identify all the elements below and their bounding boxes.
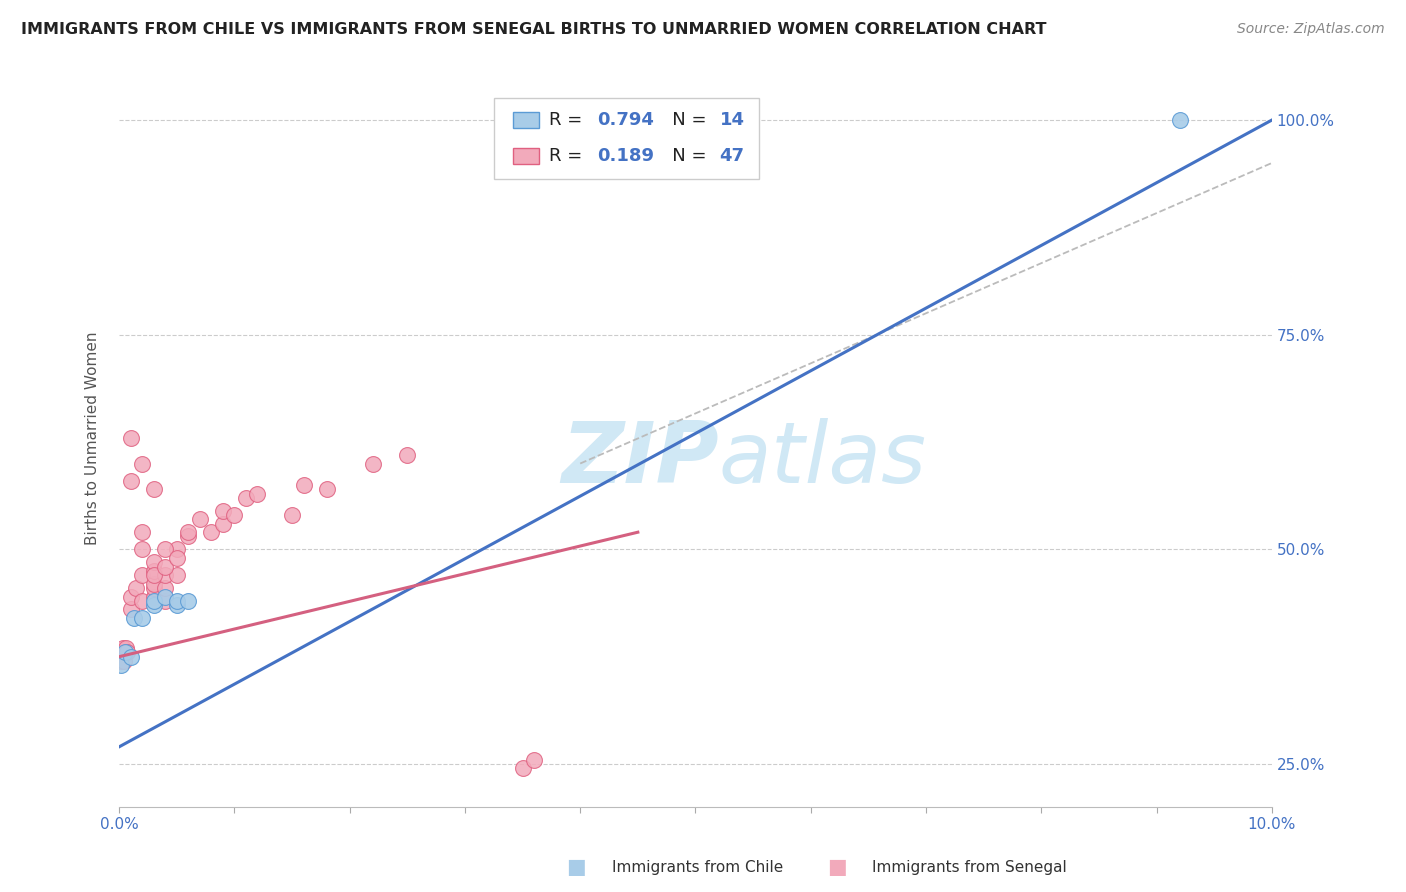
Point: [153, 559, 176, 574]
Point: [111, 641, 134, 656]
Text: ■: ■: [567, 857, 586, 877]
Point: [166, 594, 188, 608]
Point: [120, 602, 142, 616]
Point: [131, 611, 153, 625]
Point: [1168, 113, 1191, 128]
Point: [142, 598, 165, 612]
Point: [131, 568, 153, 582]
Point: [110, 658, 132, 673]
FancyBboxPatch shape: [513, 147, 538, 164]
Point: [120, 649, 142, 664]
Text: R =: R =: [550, 112, 593, 129]
Text: 0.189: 0.189: [598, 146, 654, 165]
Point: [131, 542, 153, 557]
Y-axis label: Births to Unmarried Women: Births to Unmarried Women: [86, 331, 100, 544]
Point: [122, 611, 145, 625]
Point: [523, 753, 546, 767]
Point: [166, 598, 188, 612]
Point: [211, 504, 233, 518]
Point: [131, 594, 153, 608]
Point: [166, 542, 188, 557]
Point: [396, 838, 419, 853]
Text: N =: N =: [655, 146, 718, 165]
Point: [177, 529, 200, 543]
Point: [142, 594, 165, 608]
Point: [315, 483, 337, 497]
Point: [200, 525, 222, 540]
Point: [188, 512, 211, 526]
Point: [115, 641, 138, 656]
Text: N =: N =: [655, 112, 718, 129]
Point: [120, 590, 142, 604]
Point: [177, 525, 200, 540]
FancyBboxPatch shape: [513, 112, 538, 128]
Point: [142, 564, 165, 578]
Point: [211, 516, 233, 531]
Text: ZIP: ZIP: [561, 418, 718, 501]
Text: IMMIGRANTS FROM CHILE VS IMMIGRANTS FROM SENEGAL BIRTHS TO UNMARRIED WOMEN CORRE: IMMIGRANTS FROM CHILE VS IMMIGRANTS FROM…: [21, 22, 1046, 37]
Point: [166, 551, 188, 566]
Point: [142, 568, 165, 582]
Point: [114, 645, 136, 659]
Text: 14: 14: [720, 112, 745, 129]
Point: [125, 581, 148, 595]
Point: [153, 542, 176, 557]
Point: [153, 590, 176, 604]
Point: [153, 568, 176, 582]
Point: [153, 581, 176, 595]
Point: [115, 645, 138, 659]
Text: atlas: atlas: [718, 418, 927, 501]
Point: [112, 654, 135, 668]
Point: [177, 594, 200, 608]
Point: [292, 478, 315, 492]
Point: [246, 486, 269, 500]
Text: 0.794: 0.794: [598, 112, 654, 129]
Text: ■: ■: [827, 857, 846, 877]
Point: [142, 576, 165, 591]
Point: [396, 448, 419, 462]
FancyBboxPatch shape: [494, 98, 759, 179]
Text: Immigrants from Chile: Immigrants from Chile: [612, 860, 783, 874]
Point: [114, 645, 136, 659]
Point: [235, 491, 257, 505]
Point: [142, 483, 165, 497]
Text: Immigrants from Senegal: Immigrants from Senegal: [872, 860, 1067, 874]
Point: [131, 457, 153, 471]
Point: [153, 594, 176, 608]
Point: [120, 474, 142, 488]
Point: [110, 654, 132, 668]
Point: [131, 525, 153, 540]
Point: [142, 555, 165, 569]
Point: [142, 581, 165, 595]
Point: [166, 568, 188, 582]
Text: Source: ZipAtlas.com: Source: ZipAtlas.com: [1237, 22, 1385, 37]
Text: R =: R =: [550, 146, 593, 165]
Point: [361, 457, 384, 471]
Text: 47: 47: [720, 146, 745, 165]
Point: [120, 431, 142, 445]
Point: [512, 761, 534, 775]
Point: [281, 508, 304, 522]
Point: [224, 508, 246, 522]
Point: [142, 590, 165, 604]
